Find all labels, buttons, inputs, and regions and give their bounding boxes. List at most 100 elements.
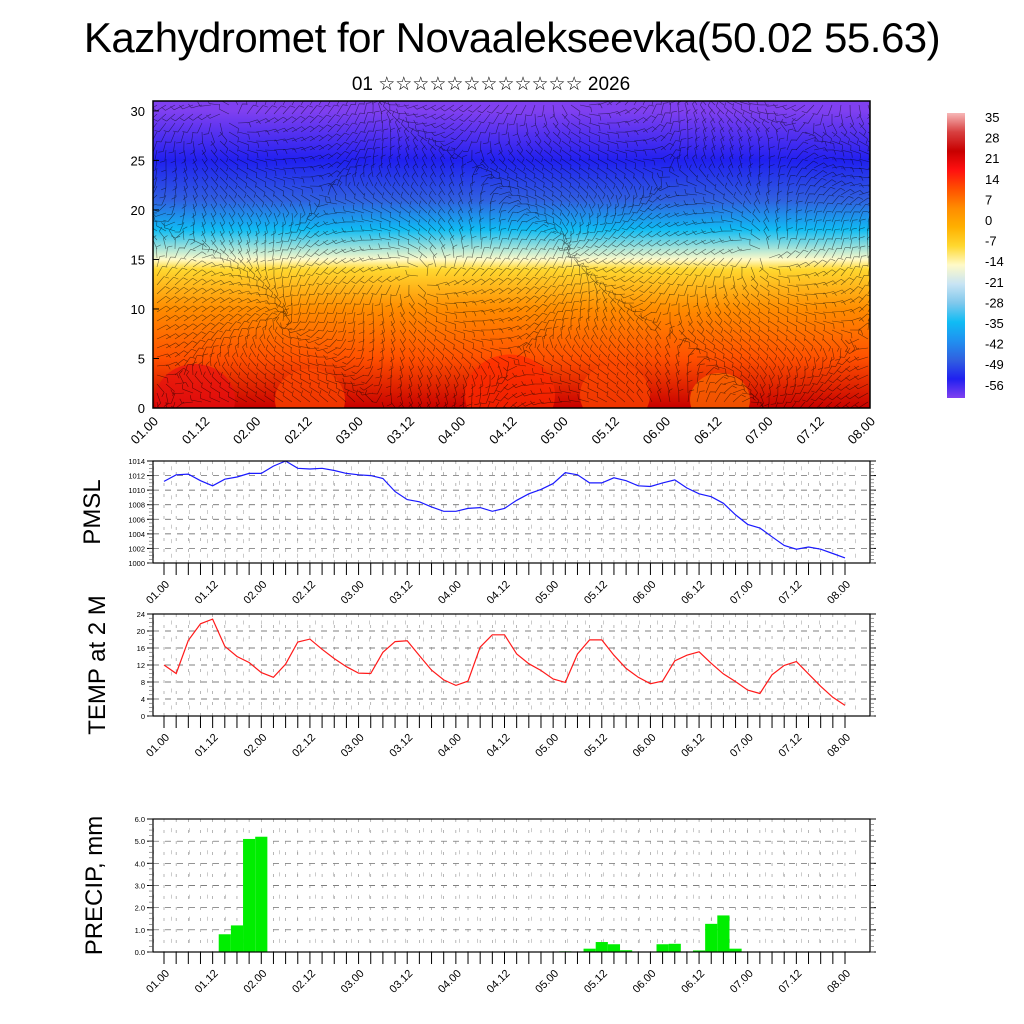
x-tick-label: 04.12 [485,579,513,607]
precip-bar [243,838,256,952]
x-tick-label: 04.00 [435,414,469,448]
x-tick-label: 05.12 [588,414,622,448]
warm-core [275,368,345,408]
precip-bar [218,934,231,952]
x-tick-label: 03.00 [339,732,367,760]
colorbar-label: -21 [985,275,1004,290]
x-tick-label: 07.00 [728,968,756,996]
precip-bar [668,943,681,952]
y-tick-label: 2.0 [135,904,145,913]
colorbar-label: -14 [985,254,1004,269]
x-tick-label: 05.00 [533,968,561,996]
colorbar-label: -7 [985,234,997,249]
x-tick-label: 06.00 [631,968,659,996]
x-tick-label: 06.12 [679,579,707,607]
cross-section-frame [152,100,871,409]
precip-bar [607,944,621,952]
x-tick-label: 04.00 [436,968,464,996]
y-tick-label: 1014 [128,457,145,466]
x-tick-label: 06.00 [640,414,674,448]
colorbar-label: 35 [985,110,999,125]
x-tick-label: 02.00 [241,579,269,607]
colorbar-label: 7 [985,192,992,207]
x-tick-label: 08.00 [845,414,879,448]
precip-bar [230,925,244,952]
colorbar-label: -49 [985,357,1004,372]
y-tick-label: 5 [138,351,145,366]
x-tick-label: 07.00 [728,579,756,607]
x-tick-label: 02.12 [290,968,318,996]
y-tick-label: 20 [137,627,145,636]
y-tick-label: 1008 [128,501,145,510]
x-tick-label: 06.00 [631,732,659,760]
y-tick-label: 24 [137,610,145,619]
x-tick-label: 06.00 [631,579,659,607]
precip-bar [583,948,596,952]
x-tick-label: 03.00 [339,579,367,607]
colorbar-label: 21 [985,151,999,166]
x-tick-label: 05.12 [582,732,610,760]
precip-bar [717,915,730,952]
x-tick-label: 07.12 [777,732,805,760]
y-tick-label: 4 [141,695,145,704]
x-tick-label: 01.12 [193,968,221,996]
precip-bar [255,836,268,952]
x-tick-label: 02.12 [281,414,315,448]
y-tick-label: 10 [131,302,145,317]
colorbar-gradient [947,113,965,398]
x-tick-label: 04.12 [486,414,520,448]
precip-panel: 0.0 1.0 2.0 3.0 4.0 5.0 6.0 01.00 01.12 02.00 02.1… [81,815,876,996]
x-tick-label: 06.12 [679,968,707,996]
y-tick-label: 1012 [128,472,145,481]
colorbar-label: -56 [985,378,1004,393]
y-tick-label: 20 [131,203,145,218]
y-tick-label: 1.0 [135,926,145,935]
y-tick-label: 25 [131,153,145,168]
x-tick-label: 03.12 [387,968,415,996]
x-tick-label: 02.00 [241,732,269,760]
colorbar: 35 28 21 14 7 0 -7 -14 -21 -28 -35 -42 -49 -56 [947,110,1004,398]
chart-subtitle: 01 ☆☆☆☆☆☆☆☆☆☆☆☆ 2026 [351,74,631,95]
x-tick-label: 01.00 [128,414,162,448]
precip-bar [620,950,633,952]
x-tick-label: 05.00 [537,414,571,448]
y-tick-label: 1006 [128,515,145,524]
x-tick-label: 03.00 [339,968,367,996]
x-tick-label: 08.00 [825,579,853,607]
x-tick-label: 06.12 [679,732,707,760]
x-tick-label: 02.00 [241,968,269,996]
x-tick-label: 08.00 [825,968,853,996]
precip-bar [656,944,669,952]
x-tick-label: 07.00 [728,732,756,760]
x-tick-label: 01.12 [179,414,213,448]
y-tick-label: 3.0 [135,882,145,891]
y-tick-label: 12 [137,661,145,670]
x-tick-label: 02.12 [290,732,318,760]
warm-core [690,373,750,408]
y-tick-label: 16 [137,644,145,653]
x-tick-label: 05.12 [582,968,610,996]
x-tick-label: 07.12 [777,968,805,996]
x-tick-label: 01.12 [193,732,221,760]
colorbar-label: 0 [985,213,992,228]
cross-section-x-axis: 01.00 01.12 02.00 02.12 03.00 03.12 04.00 04.12… [128,414,879,448]
panel-frame [152,613,871,717]
x-tick-label: 03.12 [387,732,415,760]
colorbar-label: -35 [985,316,1004,331]
colorbar-labels: 35 28 21 14 7 0 -7 -14 -21 -28 -35 -42 -49 -56 [985,110,1004,393]
panel-frame [152,460,871,564]
temp-panel: 0 4 8 12 16 20 24 01.00 01.12 02.00 02.12 03.00 03.1… [84,595,876,760]
y-tick-label: 5.0 [135,837,145,846]
x-tick-label: 02.00 [230,414,264,448]
precip-bar [729,948,742,952]
x-tick-label: 02.12 [290,579,318,607]
x-tick-label: 04.12 [485,968,513,996]
precip-bar [692,950,706,952]
x-tick-label: 07.12 [777,579,805,607]
y-tick-label: 1002 [128,544,145,553]
wind-barbs [153,101,870,408]
x-tick-label: 04.00 [436,732,464,760]
colorbar-label: -42 [985,337,1004,352]
precip-bar [705,923,718,952]
